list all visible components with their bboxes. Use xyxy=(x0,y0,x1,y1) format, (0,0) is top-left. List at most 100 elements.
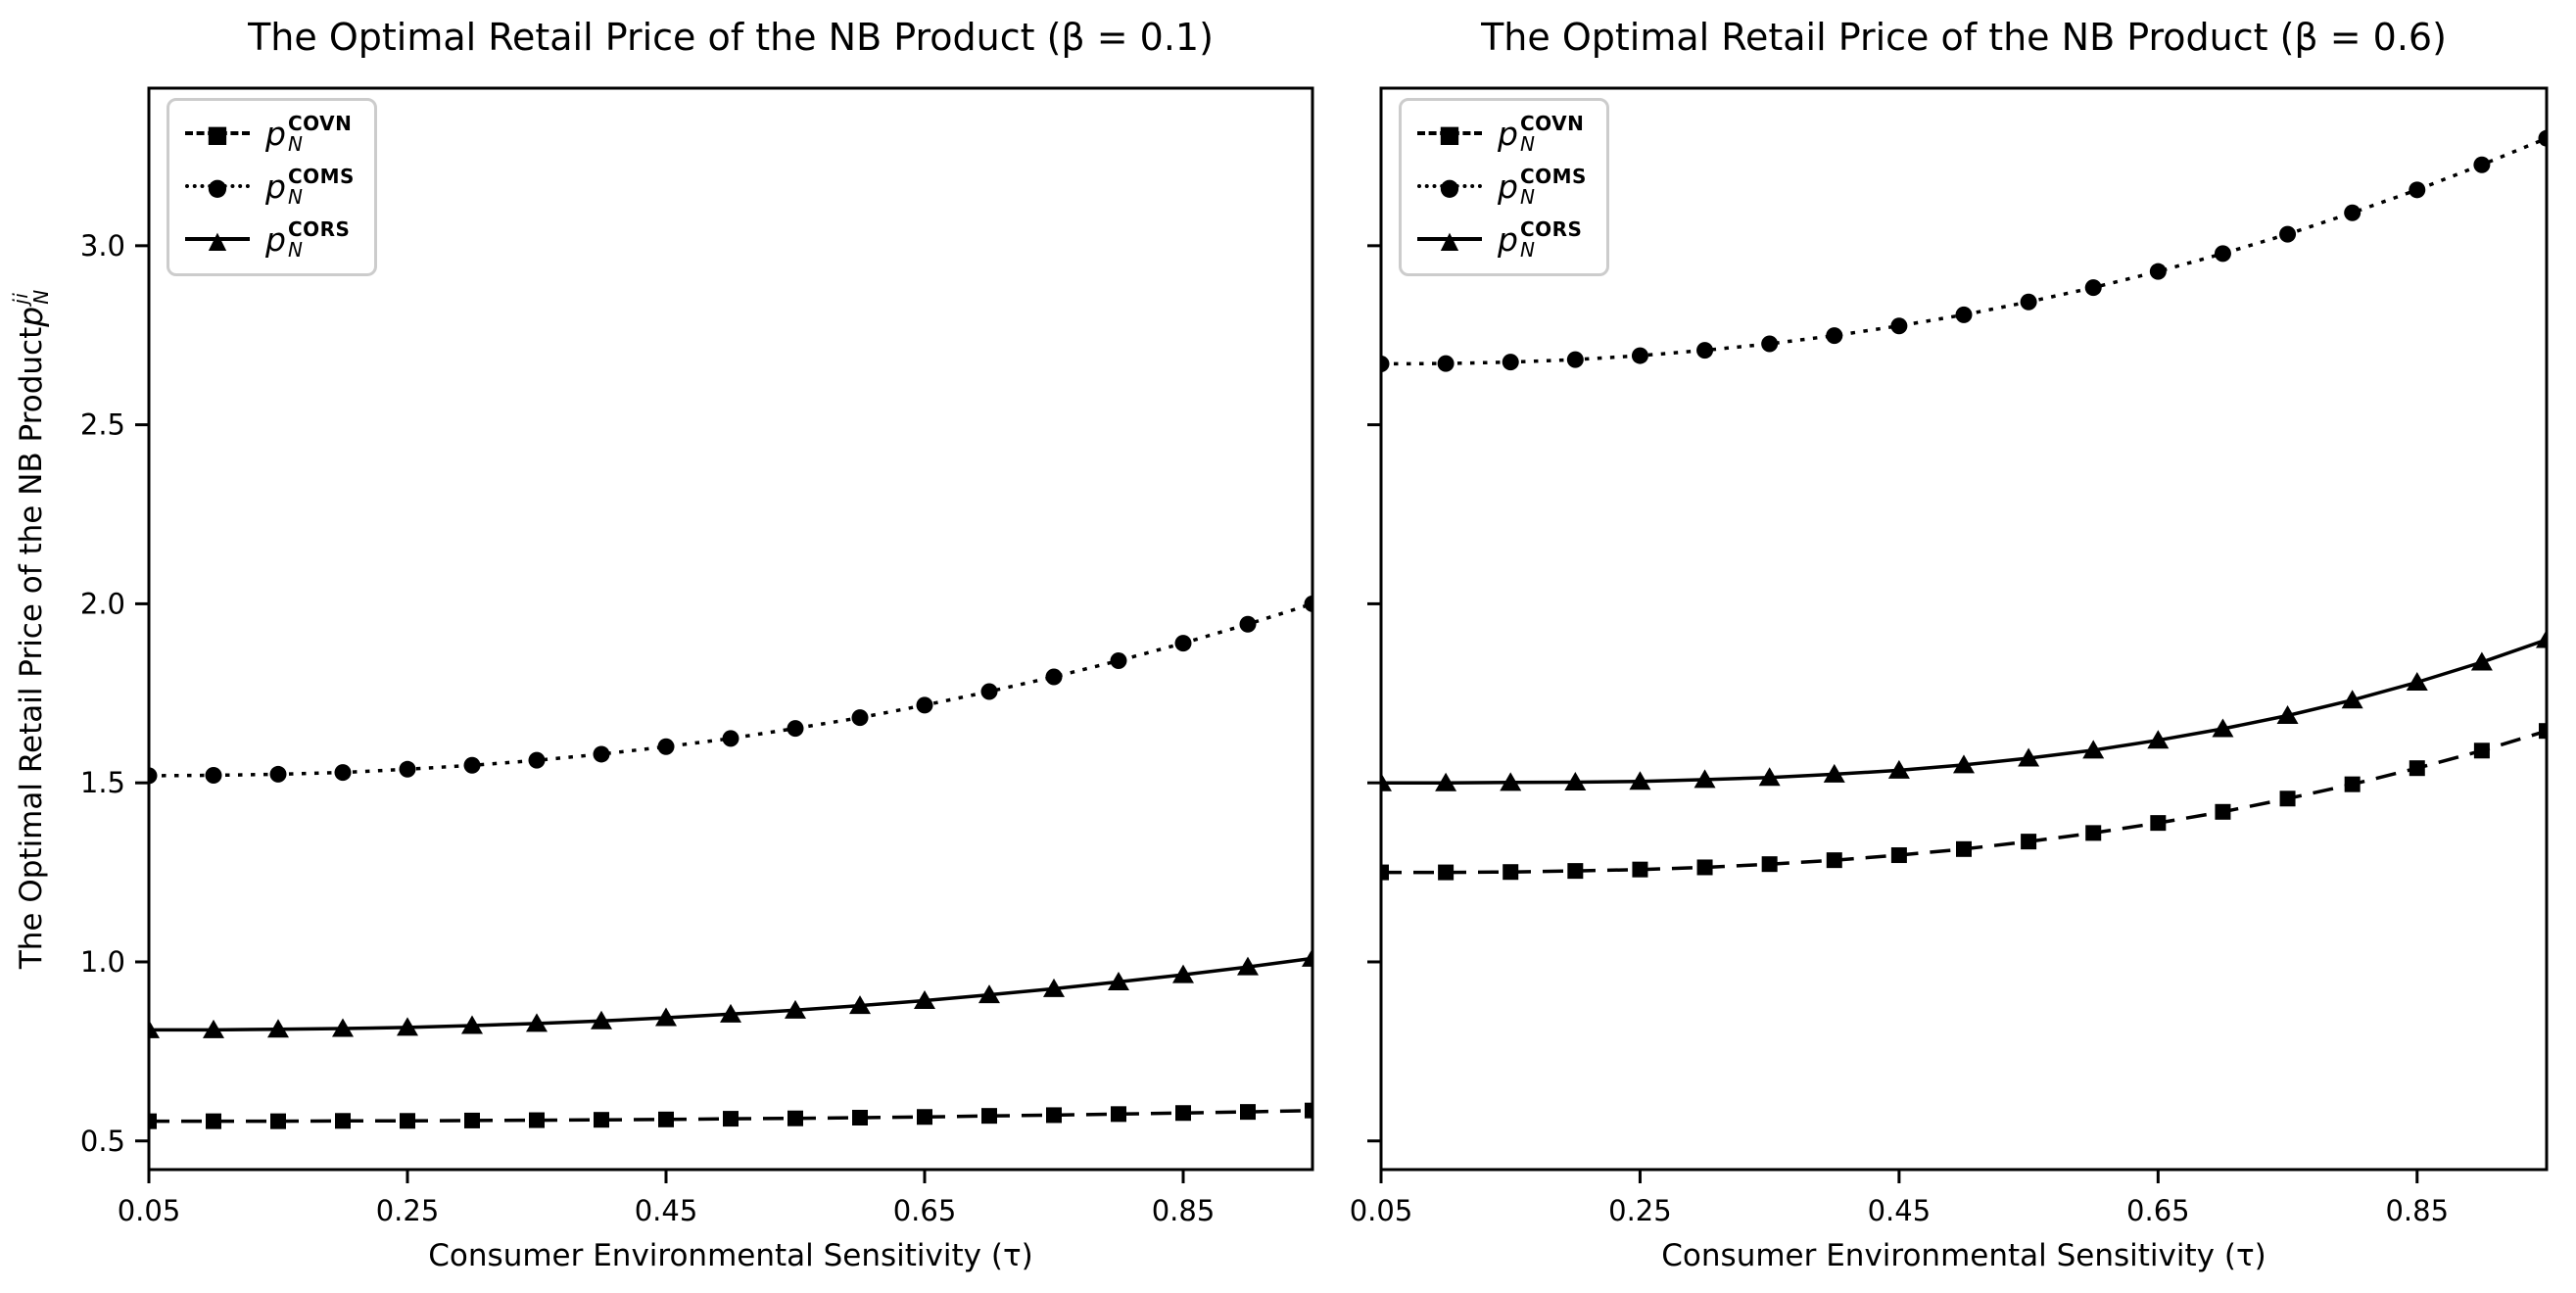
legend-line-sample: ▲ xyxy=(185,228,250,252)
marker-circle xyxy=(722,730,739,747)
y-tick-label: 2.0 xyxy=(80,587,125,620)
legend-label: p COVN N xyxy=(265,111,353,156)
marker-circle xyxy=(1761,335,1779,353)
marker-triangle xyxy=(1302,947,1312,967)
y-axis-label-text: The Optimal Retail Price of the NB Produ… xyxy=(14,326,49,969)
series-p_N^CORS xyxy=(1381,629,2547,791)
axes-box xyxy=(147,86,1314,1172)
marker-square xyxy=(1503,864,1519,881)
chart-beta-0-6: 0.05 0.25 0.45 0.65 0.85 The Optimal Retail … xyxy=(1322,0,2576,1293)
marker-circle xyxy=(463,756,481,774)
marker-triangle xyxy=(978,984,1000,1004)
marker-triangle xyxy=(2406,671,2428,691)
marker-circle xyxy=(851,709,869,727)
legend-item-p_N^COMS: ● p COMS N xyxy=(185,164,355,209)
marker-circle xyxy=(2344,204,2361,221)
marker-circle xyxy=(787,720,804,738)
marker-circle xyxy=(205,767,222,785)
y-axis-label-math: p ji N xyxy=(9,289,54,327)
axes-box xyxy=(1379,86,2549,1172)
marker-triangle xyxy=(1435,772,1457,791)
marker-triangle xyxy=(1108,971,1129,990)
marker-square xyxy=(658,1111,674,1127)
marker-circle xyxy=(2279,225,2297,243)
axis-ticks: 0.5 1.0 1.5 2.0 2.5 3.0 0.05 0.25 0.45 0.65 0.85 xyxy=(80,229,1215,1227)
legend-label: p COMS N xyxy=(265,164,355,209)
legend-item-p_N^CORS: ▲ p CORS N xyxy=(185,216,355,262)
marker-square xyxy=(529,1112,545,1128)
marker-square xyxy=(1046,1107,1062,1124)
marker-square xyxy=(1381,864,1389,881)
chart-title: The Optimal Retail Price of the NB Produ… xyxy=(1481,16,2447,59)
marker-square xyxy=(2539,723,2547,740)
marker-circle xyxy=(1381,355,1390,372)
x-tick-label: 0.25 xyxy=(376,1194,440,1227)
marker-triangle xyxy=(655,1007,677,1027)
legend-line-sample: ● xyxy=(1417,175,1482,199)
legend: ■ p COVN N ● p COMS N ▲ p CORS N xyxy=(167,98,377,276)
marker-circle xyxy=(1174,635,1192,652)
marker-triangle xyxy=(1500,772,1522,791)
marker-square xyxy=(1305,1102,1312,1119)
marker-square xyxy=(464,1112,480,1128)
legend-item-p_N^COVN: ■ p COVN N xyxy=(1417,111,1587,156)
marker-triangle xyxy=(1693,769,1716,789)
marker-square xyxy=(335,1113,351,1129)
x-tick-label: 0.25 xyxy=(1608,1194,1672,1227)
marker-triangle xyxy=(2536,629,2547,648)
marker-square xyxy=(1240,1104,1256,1121)
marker-circle xyxy=(399,760,416,778)
marker-circle xyxy=(1890,317,1908,335)
marker-circle xyxy=(1955,306,1973,323)
marker-triangle xyxy=(1629,771,1651,790)
marker-circle xyxy=(980,683,998,700)
marker-circle xyxy=(1110,652,1127,670)
marker-triangle xyxy=(1887,759,1910,779)
legend-line-sample: ■ xyxy=(185,122,250,146)
series-p_N^COMS xyxy=(149,595,1312,785)
marker-square xyxy=(1567,863,1584,880)
series-p_N^COVN xyxy=(1381,723,2547,881)
marker-triangle xyxy=(2341,690,2363,709)
marker-square xyxy=(1111,1106,1126,1123)
marker-triangle xyxy=(461,1015,483,1034)
marker-circle xyxy=(149,767,158,785)
marker-square xyxy=(1696,859,1713,876)
marker-square xyxy=(2021,834,2037,850)
marker-square xyxy=(723,1111,739,1127)
marker-circle xyxy=(2020,293,2037,311)
marker-circle xyxy=(1631,347,1648,364)
marker-triangle xyxy=(332,1018,354,1037)
marker-square xyxy=(1826,852,1842,869)
marker-triangle xyxy=(2082,740,2105,759)
x-axis-label: Consumer Environmental Sensitivity (τ) xyxy=(428,1238,1033,1273)
marker-triangle xyxy=(267,1019,289,1038)
marker-square xyxy=(2409,760,2425,777)
legend-label: p COMS N xyxy=(1498,164,1587,209)
marker-circle xyxy=(2473,156,2491,173)
marker-circle xyxy=(1045,668,1063,686)
marker-triangle xyxy=(2470,651,2493,671)
marker-triangle xyxy=(1237,956,1259,976)
marker-circle xyxy=(269,765,287,783)
marker-square xyxy=(400,1113,415,1129)
chart-beta-0-1: 0.5 1.0 1.5 2.0 2.5 3.0 0.05 0.25 0.45 0.65 0.85 T… xyxy=(9,16,1314,1273)
marker-triangle xyxy=(526,1013,548,1032)
legend-square-marker-icon: ■ xyxy=(206,120,229,149)
marker-square xyxy=(1175,1105,1191,1122)
marker-triangle xyxy=(2276,704,2299,724)
marker-circle xyxy=(916,696,933,714)
marker-circle xyxy=(2084,279,2102,297)
marker-circle xyxy=(1437,355,1455,372)
legend: ■ p COVN N ● p COMS N ▲ p CORS N xyxy=(1399,98,1609,276)
x-tick-label: 0.45 xyxy=(1868,1194,1932,1227)
legend-line-sample: ■ xyxy=(1417,122,1482,146)
legend-item-p_N^COMS: ● p COMS N xyxy=(1417,164,1587,209)
legend-circle-marker-icon: ● xyxy=(207,173,228,202)
x-tick-label: 0.85 xyxy=(1152,1194,1216,1227)
marker-circle xyxy=(1566,351,1584,368)
marker-circle xyxy=(657,738,675,755)
marker-triangle xyxy=(1564,771,1587,790)
chart-title: The Optimal Retail Price of the NB Produ… xyxy=(248,16,1214,59)
